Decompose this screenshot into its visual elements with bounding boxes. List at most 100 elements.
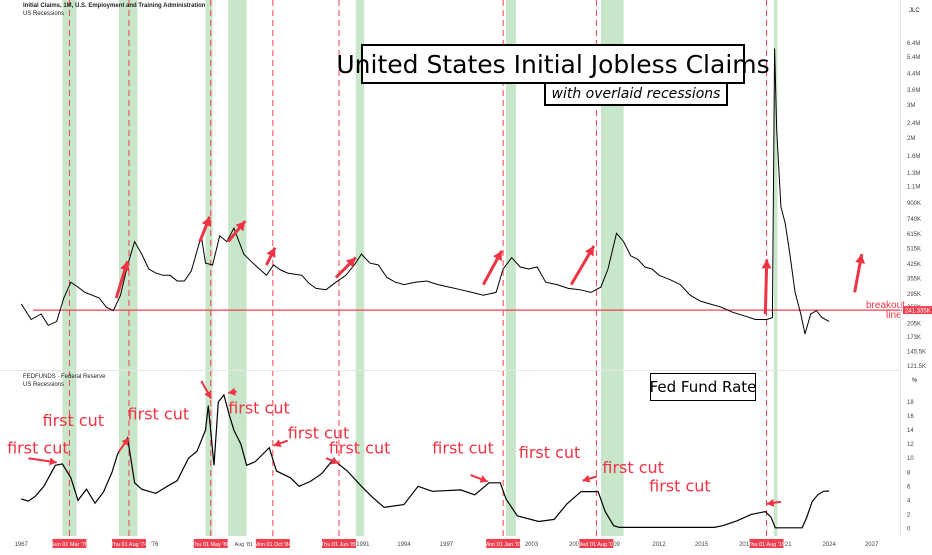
first-cut-label: first cut (519, 443, 581, 462)
recession-bands (62, 0, 778, 536)
cut-date-tag (193, 539, 228, 548)
cut-date-tag (52, 539, 87, 548)
y-tick-label: 16 (907, 414, 914, 420)
x-tick-label: 2012 (652, 542, 666, 548)
x-tick-label: 2027 (865, 542, 879, 548)
y-tick-label: 205K (907, 321, 921, 327)
series-layer (20, 48, 830, 529)
fedfunds-line (21, 393, 830, 529)
top-overlay-label: US Recessions (23, 11, 65, 17)
first-cut-label: first cut (288, 424, 350, 443)
arrow-head (855, 254, 866, 264)
top-series-label: Initial Claims, 1M, U.S. Employment and … (23, 3, 206, 9)
first-cut-label: first cut (602, 458, 664, 477)
first-cut-label: first cut (432, 438, 494, 457)
cut-arrow-head (49, 457, 57, 466)
x-tick-label: 2003 (525, 542, 539, 548)
x-tick-label: 09 (613, 542, 620, 548)
arrow-head (201, 216, 212, 227)
cut-date-label: Sun 01 Mar '70 (51, 542, 88, 548)
y-tick-label: 145.5K (907, 349, 926, 355)
cut-date-label: Thu 01 Aug '19 (748, 542, 785, 548)
cut-date-tag (322, 539, 357, 548)
breakout-value-tag (903, 306, 932, 315)
breakout-label: breakout (866, 300, 905, 311)
y-axis-layer: 6.4M 5.4M 4.4M 3.6M 3M 2.4M 2M 1.6M 1.3M 1.1M 900K… (903, 41, 932, 532)
y-tick-label: 355K (907, 277, 921, 283)
y-tick-label: 425K (907, 262, 921, 268)
recession-band (505, 0, 516, 536)
arrow-head (266, 247, 276, 258)
y-tick-label: 615K (907, 232, 921, 238)
y-tick-label: 173K (907, 335, 921, 341)
y-tick-label: 900K (907, 201, 921, 207)
y-tick-label: 6.4M (907, 41, 920, 47)
cut-date-label: Thu 01 Aug '74 (111, 542, 148, 548)
x-tick-label: 1991 (356, 542, 370, 548)
y-tick-label: 121.5K (907, 364, 926, 370)
recession-band (205, 0, 213, 536)
first-cut-label: first cut (228, 398, 290, 417)
cut-arrow-head (121, 437, 129, 446)
cut-date-tag (111, 539, 146, 548)
arrow-shaft (763, 259, 769, 315)
y-tick-label: 18 (907, 400, 914, 406)
y-tick-label: 1.1M (907, 185, 920, 191)
y-tick-label: 8 (907, 470, 911, 476)
cut-date-tag (486, 539, 521, 548)
breakout-value-text: 241.335K (905, 309, 931, 315)
cut-date-label: Thu 01 May '80 (192, 542, 230, 548)
first-cut-label: first cut (43, 411, 105, 430)
first-cut-label: first cut (329, 438, 391, 457)
y-tick-label: 740K (907, 217, 921, 223)
arrow-head (761, 259, 772, 269)
x-tick-label: 2024 (822, 542, 836, 548)
y-tick-label: 5.4M (907, 55, 920, 61)
first-cut-label: first cut (7, 438, 69, 457)
y-tick-label: 3M (907, 103, 915, 109)
y-tick-label: 4 (907, 498, 911, 504)
arrow-head (235, 221, 246, 232)
cut-date-tag (579, 539, 614, 548)
y-tick-label: 2M (907, 136, 915, 142)
arrow-head (584, 246, 594, 257)
y-tick-label: 1.3M (907, 171, 920, 177)
chart-subtitle: with overlaid recessions (544, 82, 728, 106)
cut-date-label: Mon 01 Oct '84 (254, 542, 291, 548)
recession-band (600, 0, 624, 536)
cut-arrow-head (228, 387, 236, 396)
cut-arrow-head (273, 439, 282, 448)
cut-arrow-head (479, 475, 488, 483)
x-tick-label: 1994 (397, 542, 411, 548)
recession-band (773, 0, 778, 536)
cut-date-tag (255, 539, 290, 548)
y-tick-label: 295K (907, 292, 921, 298)
x-axis-layer: 1967'76191919911994199720032000920122015… (15, 539, 879, 548)
recession-band (62, 0, 77, 536)
y-tick-label: 12 (907, 442, 914, 448)
y-tick-label: 3.6M (907, 88, 920, 94)
y-tick-label: 10 (907, 456, 914, 462)
chart-title: United States Initial Jobless Claims (336, 44, 770, 84)
bottom-series-label: FEDFUNDS · Federal Reserve (23, 374, 106, 380)
recession-band (228, 0, 247, 536)
cut-arrow-head (766, 498, 775, 507)
first-cut-label: first cut (649, 476, 711, 495)
bottom-overlay-label: US Recessions (23, 382, 65, 388)
x-tick-label: 021 (782, 542, 793, 548)
y-tick-label: 14 (907, 428, 914, 434)
fed-fund-rate-label: Fed Fund Rate (650, 373, 756, 401)
y-tick-label: 1.6M (907, 154, 920, 160)
recession-band (355, 0, 365, 536)
y-tick-label: 0 (907, 526, 911, 532)
x-tick-label: 1997 (440, 542, 454, 548)
arrow-head (345, 257, 356, 268)
cut-date-tag (749, 539, 784, 548)
x-tick-label: 1967 (15, 542, 29, 548)
x-tick-label: 201 (739, 542, 750, 548)
initial-claims-line (20, 48, 830, 335)
bottom-axis-unit: % (912, 378, 918, 384)
